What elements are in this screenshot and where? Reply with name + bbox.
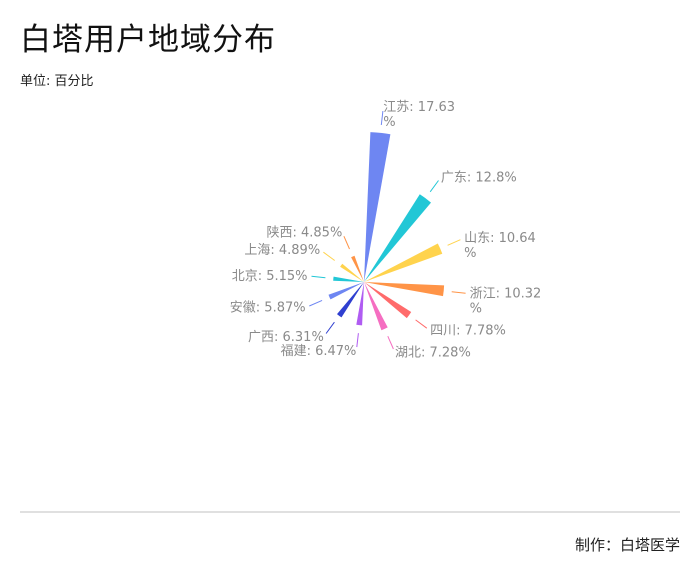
leader-line-10 [323, 251, 335, 261]
rose-chart: 江苏: 17.63 % 广东: 12.8% 山东: 10.64 % 浙江: 10.32 % 四… [230, 99, 542, 361]
label-leader-lines [309, 110, 466, 350]
rose-sector-5[interactable] [364, 282, 388, 331]
slice-label-7: 广西: 6.31% [248, 330, 324, 345]
rose-sector-6[interactable] [356, 282, 364, 326]
chart-title: 白塔用户地域分布 [20, 22, 276, 58]
leader-line-7 [325, 321, 335, 334]
leader-line-9 [311, 275, 326, 279]
rose-sector-11[interactable] [351, 255, 364, 282]
leader-line-5 [387, 335, 394, 350]
rose-sector-8[interactable] [328, 282, 365, 300]
slice-label-9: 北京: 5.15% [232, 269, 308, 284]
rose-sector-1[interactable] [364, 194, 431, 282]
leader-line-4 [415, 319, 428, 329]
slice-label-8: 安徽: 5.87% [230, 301, 306, 316]
slice-label-5: 湖北: 7.28% [395, 346, 471, 361]
slice-label-11: 陕西: 4.85% [266, 226, 342, 241]
rose-sector-7[interactable] [337, 282, 364, 318]
slice-label-3: 浙江: 10.32% [470, 287, 542, 317]
rose-sector-0[interactable] [364, 132, 391, 282]
leader-line-0 [380, 110, 384, 126]
rose-sector-10[interactable] [340, 263, 364, 282]
rose-sectors [328, 132, 445, 331]
rose-sector-4[interactable] [364, 282, 412, 319]
slice-label-4: 四川: 7.78% [430, 324, 506, 339]
leader-line-2 [447, 239, 461, 246]
rose-sector-3[interactable] [364, 282, 445, 297]
rose-sector-9[interactable] [333, 276, 364, 282]
leader-line-11 [343, 235, 350, 250]
leader-line-6 [356, 333, 359, 348]
divider [20, 511, 680, 513]
leader-line-3 [451, 291, 466, 294]
credit-text: 制作：白塔医学 [574, 536, 680, 554]
slice-labels: 江苏: 17.63 % 广东: 12.8% 山东: 10.64 % 浙江: 10.32 % 四… [230, 99, 542, 361]
slice-label-2: 山东: 10.64% [464, 231, 536, 261]
slice-label-10: 上海: 4.89% [244, 243, 320, 258]
leader-line-8 [309, 299, 323, 307]
slice-label-6: 福建: 6.47% [281, 344, 357, 359]
rose-sector-2[interactable] [364, 243, 443, 283]
unit-label: 单位: 百分比 [20, 74, 94, 89]
slice-label-1: 广东: 12.8% [441, 170, 517, 185]
leader-line-1 [429, 180, 439, 193]
slice-label-0: 江苏: 17.63% [383, 99, 455, 130]
